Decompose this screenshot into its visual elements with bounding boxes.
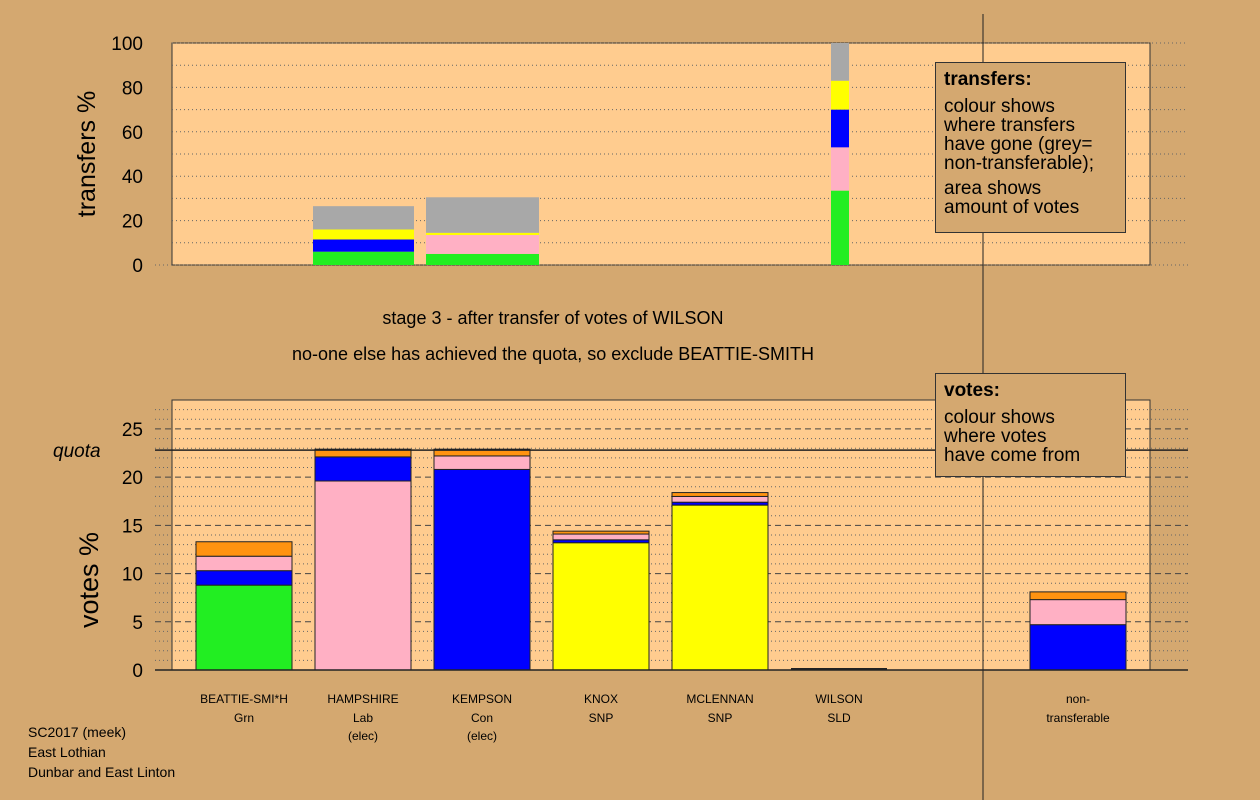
transfers-y-tick-label: 80 bbox=[122, 78, 143, 99]
votes-legend-line: have come from bbox=[944, 445, 1081, 466]
quota-label: quota bbox=[53, 441, 101, 462]
transfers-y-tick-label: 20 bbox=[122, 212, 143, 233]
candidate-name-label: WILSON bbox=[815, 692, 862, 706]
transfers-legend-box: transfers: colour shows where transfers … bbox=[935, 62, 1126, 233]
transfers-y-tick-label: 100 bbox=[111, 34, 143, 55]
votes-y-tick-label: 10 bbox=[122, 565, 143, 586]
vote-bar-segment bbox=[1029, 624, 1127, 671]
transfer-bar-segment bbox=[831, 43, 849, 81]
transfers-legend-line: where transfers bbox=[944, 115, 1075, 136]
vote-bar-segment bbox=[433, 448, 531, 457]
vote-bar-segment bbox=[433, 468, 531, 671]
transfer-bar-segment bbox=[313, 229, 414, 240]
stage-caption: stage 3 - after transfer of votes of WIL… bbox=[382, 308, 724, 328]
transfer-bar-segment bbox=[831, 147, 849, 191]
transfer-bar-segment bbox=[313, 239, 414, 252]
exclusion-caption: no-one else has achieved the quota, so e… bbox=[292, 344, 814, 364]
transfers-legend-line: colour shows bbox=[944, 96, 1055, 117]
candidate-name-label: HAMPSHIRE bbox=[327, 692, 398, 706]
vote-bar-segment bbox=[671, 504, 769, 671]
vote-bar-segment bbox=[671, 495, 769, 503]
transfers-y-tick-label: 40 bbox=[122, 167, 143, 188]
candidate-name-label: BEATTIE-SMI*H bbox=[200, 692, 288, 706]
vote-bar-segment bbox=[1029, 599, 1127, 626]
vote-bar-segment bbox=[314, 456, 412, 482]
transfers-legend-line: area shows bbox=[944, 178, 1042, 199]
footer-line: East Lothian bbox=[28, 744, 106, 760]
candidate-name-label: KNOX bbox=[584, 692, 618, 706]
transfers-legend-line: amount of votes bbox=[944, 197, 1080, 218]
transfer-bar-segment bbox=[313, 251, 414, 265]
vote-bar-segment bbox=[552, 542, 650, 671]
vote-bar-segment bbox=[195, 584, 293, 671]
candidate-party-label: SNP bbox=[708, 711, 733, 725]
votes-legend-line: colour shows bbox=[944, 407, 1055, 428]
vote-bar-segment bbox=[195, 541, 293, 557]
vote-bar-segment bbox=[552, 530, 650, 535]
votes-y-tick-label: 25 bbox=[122, 420, 143, 441]
vote-bar-segment bbox=[1029, 591, 1127, 601]
transfer-bar-segment bbox=[426, 235, 539, 254]
votes-y-tick-label: 0 bbox=[132, 661, 143, 682]
candidate-party-label: Grn bbox=[234, 711, 254, 725]
election-footer: SC2017 (meek) East Lothian Dunbar and Ea… bbox=[28, 722, 175, 782]
transfer-bar-segment bbox=[831, 190, 849, 265]
vote-bar-segment bbox=[195, 555, 293, 572]
transfer-bar-segment bbox=[831, 109, 849, 148]
footer-line: Dunbar and East Linton bbox=[28, 764, 176, 780]
votes-legend-heading: votes: bbox=[944, 380, 1000, 401]
transfer-bar-segment bbox=[426, 197, 539, 233]
transfers-legend-line: have gone (grey= bbox=[944, 134, 1093, 155]
vote-bar-segment bbox=[552, 533, 650, 541]
candidate-name-label: KEMPSON bbox=[452, 692, 512, 706]
transfers-y-tick-label: 0 bbox=[132, 256, 143, 277]
transfer-bar-segment bbox=[831, 80, 849, 110]
candidate-name-label: MCLENNAN bbox=[686, 692, 753, 706]
candidate-party-label: Con bbox=[471, 711, 493, 725]
candidate-party-label: transferable bbox=[1046, 711, 1110, 725]
vote-bar-segment bbox=[433, 455, 531, 470]
vote-bar-segment bbox=[195, 570, 293, 586]
votes-y-tick-label: 20 bbox=[122, 468, 143, 489]
vote-bar-segment bbox=[314, 448, 412, 458]
candidate-status-label: (elec) bbox=[348, 729, 378, 743]
candidate-party-label: SLD bbox=[827, 711, 851, 725]
candidate-party-label: SNP bbox=[589, 711, 614, 725]
transfers-y-axis-label: transfers % bbox=[73, 91, 101, 217]
votes-y-tick-label: 5 bbox=[132, 613, 143, 634]
votes-legend-box: votes: colour shows where votes have com… bbox=[935, 373, 1126, 477]
votes-y-axis-label: votes % bbox=[74, 532, 104, 628]
candidate-name-label: non- bbox=[1066, 692, 1090, 706]
transfer-bar-segment bbox=[426, 253, 539, 265]
footer-line: SC2017 (meek) bbox=[28, 724, 127, 740]
candidate-status-label: (elec) bbox=[467, 729, 497, 743]
transfers-legend-line: non-transferable); bbox=[944, 153, 1094, 174]
transfers-legend-heading: transfers: bbox=[944, 69, 1032, 90]
votes-legend-line: where votes bbox=[944, 426, 1047, 447]
votes-y-tick-label: 15 bbox=[122, 516, 143, 537]
transfer-bar-segment bbox=[426, 232, 539, 236]
transfers-y-tick-label: 60 bbox=[122, 123, 143, 144]
vote-bar-segment bbox=[671, 492, 769, 497]
vote-bar-segment bbox=[314, 480, 412, 671]
candidate-party-label: Lab bbox=[353, 711, 373, 725]
transfer-bar-segment bbox=[313, 206, 414, 230]
